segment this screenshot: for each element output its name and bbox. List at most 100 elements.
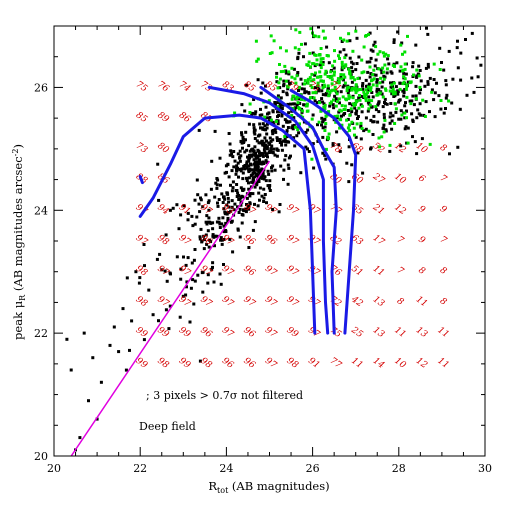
data-point-black	[175, 255, 179, 259]
data-point-black	[220, 192, 224, 196]
data-point-black	[244, 207, 248, 211]
data-point-green	[255, 59, 259, 63]
data-point-black	[304, 130, 308, 134]
data-point-green	[341, 95, 345, 99]
data-point-black	[380, 71, 384, 75]
data-point-black	[398, 69, 402, 73]
data-point-black	[392, 38, 396, 42]
data-point-black	[252, 162, 256, 166]
data-point-black	[202, 247, 206, 251]
data-point-black	[235, 183, 239, 186]
data-point-black	[280, 107, 284, 110]
data-point-black	[260, 152, 264, 156]
data-point-black	[164, 233, 168, 237]
data-point-black	[416, 72, 420, 76]
data-point-black	[280, 148, 284, 152]
data-point-black	[256, 204, 260, 208]
data-point-green	[323, 72, 327, 76]
data-point-black	[266, 184, 270, 188]
data-point-black	[389, 111, 393, 115]
data-point-green	[370, 99, 374, 103]
data-point-black	[258, 122, 262, 126]
data-point-black	[261, 127, 265, 131]
completeness-value: 8	[438, 266, 449, 278]
data-point-green	[355, 89, 359, 93]
data-point-black	[253, 112, 257, 116]
data-point-green	[290, 75, 294, 79]
data-point-green	[360, 71, 364, 75]
data-point-black	[134, 270, 138, 274]
data-point-green	[295, 97, 299, 101]
data-point-green	[354, 100, 358, 104]
y-tick-label: 26	[34, 81, 48, 94]
data-point-green	[298, 122, 301, 126]
data-point-green	[340, 123, 344, 127]
completeness-value: 77	[328, 356, 343, 371]
data-point-black	[369, 146, 373, 150]
completeness-value: 98	[134, 264, 149, 279]
data-point-green	[392, 81, 396, 85]
data-point-black	[278, 141, 282, 144]
data-point-black	[276, 101, 280, 105]
data-point-black	[235, 189, 239, 192]
data-point-green	[326, 89, 329, 93]
data-point-black	[243, 150, 247, 154]
data-point-green	[348, 71, 352, 75]
stellar-locus-line	[70, 160, 271, 456]
data-point-black	[241, 213, 245, 217]
data-point-black	[348, 56, 352, 60]
data-point-black	[379, 68, 383, 72]
data-point-black	[259, 126, 262, 130]
data-point-black	[253, 137, 257, 140]
data-point-green	[254, 39, 258, 43]
data-point-green	[312, 96, 316, 100]
data-point-black	[340, 68, 344, 72]
data-point-black	[164, 308, 168, 312]
data-point-black	[448, 152, 451, 156]
data-point-black	[346, 109, 350, 112]
data-point-black	[210, 159, 214, 163]
data-point-green	[297, 95, 301, 99]
data-point-black	[256, 166, 260, 170]
data-point-black	[245, 166, 249, 170]
data-point-green	[295, 74, 299, 78]
data-point-green	[371, 83, 375, 87]
data-point-black	[307, 91, 311, 95]
data-point-green	[277, 81, 281, 85]
data-point-black	[260, 139, 264, 143]
data-point-black	[381, 105, 385, 109]
data-point-black	[270, 129, 274, 133]
data-point-green	[316, 81, 320, 85]
data-point-black	[65, 337, 69, 341]
data-point-black	[403, 104, 407, 108]
completeness-curve-5	[138, 175, 144, 185]
data-point-black	[217, 216, 221, 220]
data-point-black	[340, 114, 343, 118]
data-point-black	[228, 237, 232, 241]
data-point-black	[223, 212, 227, 216]
data-point-green	[447, 99, 451, 103]
data-point-green	[374, 105, 378, 109]
data-point-black	[341, 78, 345, 82]
data-point-black	[252, 126, 256, 130]
data-point-black	[311, 51, 315, 55]
data-point-black	[240, 194, 244, 198]
data-point-black	[375, 78, 379, 82]
data-point-black	[235, 164, 239, 168]
data-point-green	[371, 73, 375, 77]
data-point-green	[382, 54, 386, 58]
data-point-black	[95, 417, 99, 421]
data-point-black	[191, 224, 195, 228]
data-point-green	[403, 67, 407, 71]
data-point-black	[188, 320, 192, 324]
data-point-black	[248, 156, 252, 160]
data-point-green	[319, 79, 323, 83]
data-point-green	[386, 54, 390, 58]
data-point-green	[309, 65, 312, 69]
data-point-green	[391, 92, 395, 96]
data-point-black	[206, 229, 210, 233]
data-point-black	[195, 178, 199, 182]
data-point-green	[336, 114, 340, 118]
data-point-black	[193, 279, 197, 283]
data-point-green	[329, 70, 333, 74]
